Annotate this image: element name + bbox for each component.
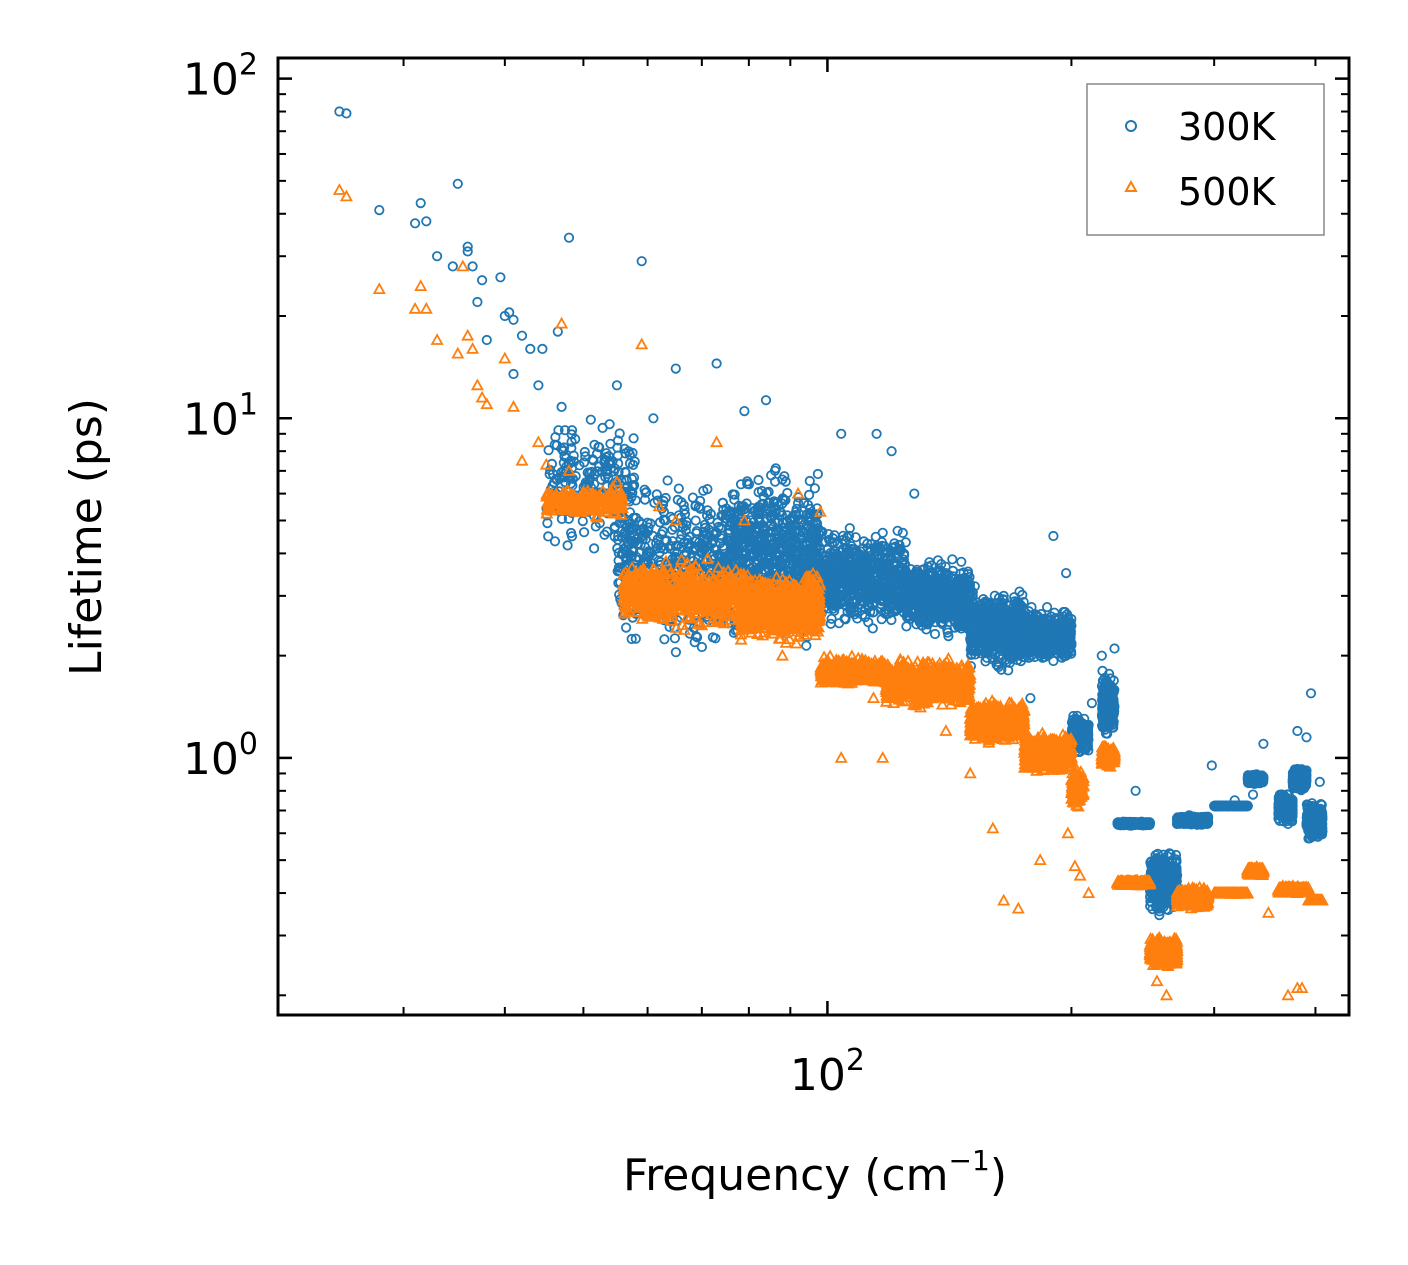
data-point — [679, 509, 691, 520]
data-point — [670, 647, 682, 658]
data-point — [693, 501, 704, 513]
data-point — [553, 425, 564, 436]
data-point — [870, 531, 881, 542]
data-point — [662, 475, 673, 486]
data-point — [549, 536, 561, 547]
data-point — [612, 435, 624, 446]
data-point — [705, 508, 716, 520]
data-point — [542, 517, 553, 529]
data-point — [673, 483, 684, 494]
data-point — [792, 498, 804, 509]
data-point — [639, 526, 650, 537]
data-point — [620, 448, 631, 459]
data-point — [613, 466, 624, 477]
data-point — [558, 457, 569, 468]
data-point — [640, 487, 651, 498]
data-point — [655, 542, 666, 554]
data-point — [704, 514, 715, 525]
data-point — [809, 483, 821, 494]
data-point — [669, 633, 681, 644]
data-point — [654, 517, 666, 528]
data-point — [667, 524, 678, 535]
data-point — [589, 439, 600, 450]
data-point — [669, 521, 680, 533]
data-point — [619, 443, 630, 454]
plot-points — [332, 106, 1329, 1001]
data-point — [578, 457, 590, 468]
data-point — [620, 552, 631, 563]
data-point — [562, 540, 573, 551]
data-point — [566, 429, 577, 440]
data-point — [613, 547, 624, 559]
data-point — [628, 433, 639, 444]
data-point — [620, 466, 631, 478]
data-point — [690, 515, 701, 526]
data-point — [591, 448, 603, 459]
data-point — [691, 632, 703, 643]
data-point — [697, 538, 708, 550]
data-point — [637, 531, 648, 542]
data-point — [588, 543, 600, 554]
data-point — [625, 486, 636, 497]
data-point — [812, 468, 824, 480]
data-point — [577, 515, 588, 527]
data-point — [642, 517, 653, 528]
data-point — [594, 461, 605, 472]
data-point — [689, 637, 700, 648]
data-point — [804, 475, 815, 487]
data-point — [620, 622, 632, 633]
data-point — [612, 442, 623, 453]
data-point — [544, 469, 555, 480]
data-point — [543, 445, 554, 456]
data-point — [658, 506, 670, 517]
data-point — [559, 451, 570, 462]
data-point — [676, 541, 687, 552]
data-point — [710, 633, 721, 644]
data-point — [716, 510, 727, 521]
data-point — [621, 540, 632, 552]
data-point — [947, 554, 958, 565]
data-point — [543, 531, 554, 542]
data-point — [600, 454, 611, 466]
data-point — [696, 641, 708, 653]
data-point — [607, 456, 618, 467]
data-point — [929, 628, 941, 640]
data-point — [614, 428, 625, 439]
data-point — [624, 449, 635, 460]
data-point — [601, 448, 612, 459]
data-point — [753, 474, 764, 486]
data-point — [579, 446, 590, 458]
data-point — [601, 466, 612, 477]
data-point — [897, 527, 908, 539]
data-point — [698, 485, 709, 496]
data-point — [597, 422, 608, 433]
data-point — [698, 526, 710, 537]
data-point — [630, 633, 641, 644]
data-point — [565, 527, 577, 539]
data-point — [586, 466, 597, 477]
data-point — [687, 492, 699, 503]
data-point — [645, 546, 656, 557]
data-point — [626, 633, 637, 645]
data-point — [672, 494, 683, 505]
data-point — [612, 534, 624, 545]
data-point — [833, 618, 845, 629]
data-point — [651, 489, 662, 500]
data-point — [659, 634, 670, 645]
data-point — [901, 621, 912, 632]
data-point — [628, 481, 639, 492]
data-point — [584, 468, 595, 479]
series-300k — [334, 106, 1328, 921]
data-point — [609, 523, 620, 534]
data-point — [566, 425, 578, 436]
data-point — [667, 536, 678, 547]
data-point — [803, 489, 815, 500]
data-point — [956, 556, 967, 567]
data-point — [578, 527, 590, 538]
data-point — [639, 494, 651, 505]
data-point — [585, 414, 596, 425]
data-point — [892, 525, 903, 536]
data-point — [801, 640, 812, 651]
